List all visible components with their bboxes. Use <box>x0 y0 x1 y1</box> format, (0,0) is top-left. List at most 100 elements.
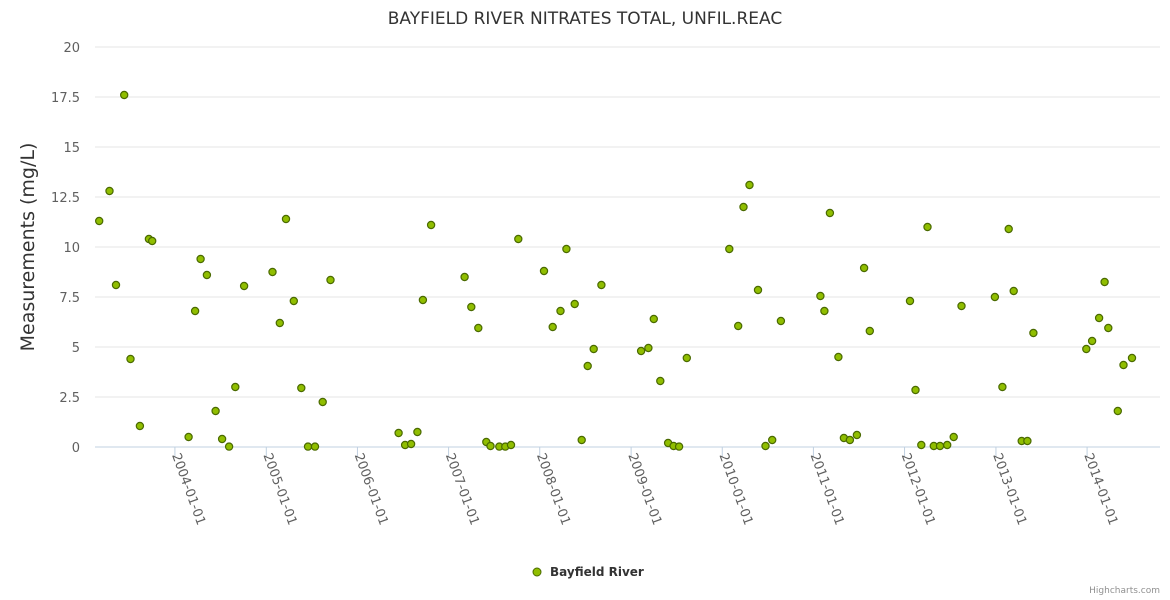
data-point[interactable] <box>998 382 1007 392</box>
data-point[interactable] <box>474 323 483 333</box>
data-point[interactable] <box>1104 323 1113 333</box>
data-point[interactable] <box>326 275 335 285</box>
credits-link[interactable]: Highcharts.com <box>1089 586 1160 596</box>
data-point[interactable] <box>135 421 145 431</box>
data-point[interactable] <box>406 439 416 449</box>
data-point[interactable] <box>776 316 786 326</box>
data-point[interactable] <box>303 442 313 451</box>
data-point[interactable] <box>413 427 422 437</box>
data-point[interactable] <box>310 442 320 451</box>
data-point[interactable] <box>905 296 915 306</box>
data-point[interactable] <box>1082 344 1091 354</box>
data-point[interactable] <box>816 291 825 301</box>
data-point[interactable] <box>239 281 249 291</box>
data-points[interactable] <box>94 90 1137 451</box>
data-point[interactable] <box>126 354 135 364</box>
data-point[interactable] <box>1087 336 1097 346</box>
data-point[interactable] <box>734 321 743 331</box>
data-point[interactable] <box>656 376 665 386</box>
data-point[interactable] <box>745 180 754 190</box>
data-point[interactable] <box>957 301 966 311</box>
data-point[interactable] <box>111 280 121 290</box>
data-point[interactable] <box>394 428 403 438</box>
data-point[interactable] <box>1004 224 1013 234</box>
data-point[interactable] <box>636 346 646 356</box>
y-tick-label: 15 <box>63 141 80 156</box>
data-point[interactable] <box>845 435 855 445</box>
data-point[interactable] <box>1100 277 1109 287</box>
data-point[interactable] <box>190 306 200 316</box>
data-point[interactable] <box>649 314 659 324</box>
data-point[interactable] <box>562 244 571 254</box>
data-point[interactable] <box>211 406 220 416</box>
data-point[interactable] <box>268 267 277 277</box>
data-point[interactable] <box>1023 436 1032 446</box>
data-point[interactable] <box>275 318 284 328</box>
data-point[interactable] <box>1113 406 1123 416</box>
data-point[interactable] <box>825 208 835 218</box>
data-point[interactable] <box>94 216 104 226</box>
data-point[interactable] <box>514 234 523 244</box>
data-point[interactable] <box>318 397 327 407</box>
data-point[interactable] <box>589 344 598 354</box>
data-point[interactable] <box>834 352 843 362</box>
data-point[interactable] <box>1029 328 1038 338</box>
data-point[interactable] <box>119 90 129 100</box>
data-point[interactable] <box>556 306 565 316</box>
data-point[interactable] <box>548 322 557 332</box>
data-point[interactable] <box>917 440 926 450</box>
chart-title: BAYFIELD RIVER NITRATES TOTAL, UNFIL.REA… <box>388 9 782 29</box>
data-point[interactable] <box>753 285 763 295</box>
data-point[interactable] <box>852 430 862 440</box>
data-point[interactable] <box>583 361 592 371</box>
x-tick-label: 2011-01-01 <box>807 451 847 527</box>
data-point[interactable] <box>460 272 469 282</box>
data-point[interactable] <box>943 440 952 450</box>
data-point[interactable] <box>597 280 606 290</box>
data-point[interactable] <box>281 214 291 224</box>
data-point[interactable] <box>147 236 157 246</box>
data-point[interactable] <box>231 382 240 392</box>
data-point[interactable] <box>202 270 212 280</box>
data-point[interactable] <box>577 435 586 445</box>
data-point[interactable] <box>820 306 829 316</box>
data-point[interactable] <box>682 353 692 363</box>
data-point[interactable] <box>739 202 748 212</box>
data-point[interactable] <box>725 244 734 254</box>
data-point[interactable] <box>224 442 234 451</box>
data-point[interactable] <box>467 302 476 312</box>
x-tick-label: 2005-01-01 <box>260 451 300 527</box>
data-point[interactable] <box>1094 313 1104 323</box>
data-point[interactable] <box>1009 286 1018 296</box>
data-point[interactable] <box>923 222 932 232</box>
data-point[interactable] <box>217 434 227 444</box>
data-point[interactable] <box>674 442 684 451</box>
data-point[interactable] <box>990 292 1000 302</box>
data-point[interactable] <box>506 440 516 450</box>
data-point[interactable] <box>289 296 298 306</box>
data-point[interactable] <box>768 435 777 445</box>
data-point[interactable] <box>196 254 205 264</box>
data-point[interactable] <box>644 343 653 353</box>
data-point[interactable] <box>539 266 549 276</box>
data-point[interactable] <box>859 263 869 273</box>
data-point[interactable] <box>426 220 436 230</box>
data-point[interactable] <box>865 326 875 336</box>
data-point[interactable] <box>1119 360 1128 370</box>
data-point[interactable] <box>105 186 114 196</box>
x-tick-label: 2012-01-01 <box>898 451 938 527</box>
data-point[interactable] <box>911 385 920 395</box>
data-point[interactable] <box>570 299 579 309</box>
data-point[interactable] <box>486 441 495 451</box>
legend-label[interactable]: Bayfield River <box>550 565 644 579</box>
x-tick-label: 2004-01-01 <box>168 451 208 527</box>
legend-item[interactable]: Bayfield River <box>532 565 644 579</box>
data-point[interactable] <box>1127 353 1137 363</box>
data-point[interactable] <box>184 432 193 442</box>
data-point[interactable] <box>761 441 770 451</box>
data-point[interactable] <box>935 441 945 451</box>
data-point[interactable] <box>949 432 958 442</box>
data-point[interactable] <box>418 295 428 305</box>
data-point[interactable] <box>297 383 306 393</box>
